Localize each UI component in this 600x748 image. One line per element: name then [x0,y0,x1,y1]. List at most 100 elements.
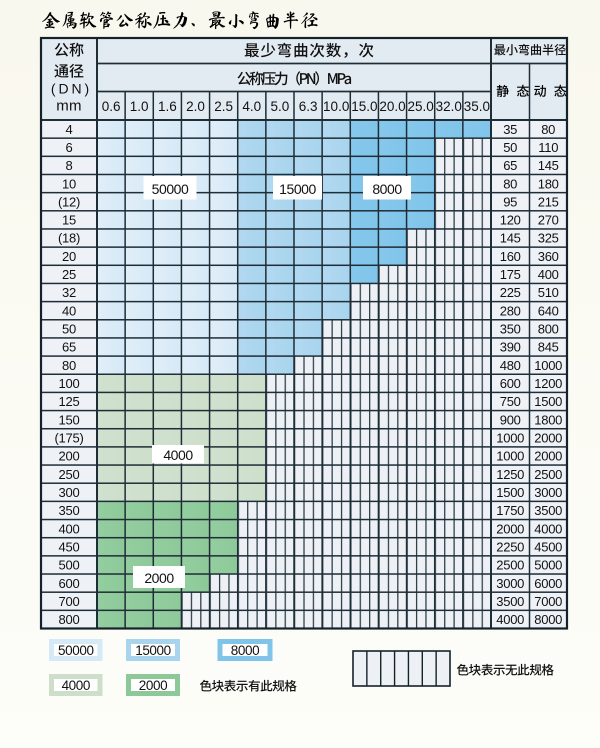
svg-text:15.0: 15.0 [351,99,377,114]
svg-text:215: 215 [538,194,559,209]
svg-text:2250: 2250 [496,540,524,555]
svg-text:15000: 15000 [135,643,171,658]
svg-text:390: 390 [500,340,521,355]
svg-text:4000: 4000 [163,447,193,463]
svg-text:80: 80 [541,122,555,137]
svg-text:35.0: 35.0 [464,99,490,114]
svg-text:2000: 2000 [144,570,174,586]
svg-text:65: 65 [503,158,517,173]
svg-text:50000: 50000 [58,643,94,658]
svg-text:3500: 3500 [534,503,562,518]
svg-text:510: 510 [538,285,559,300]
svg-text:35: 35 [503,122,517,137]
svg-text:145: 145 [538,158,559,173]
svg-text:100: 100 [59,376,80,391]
svg-text:25.0: 25.0 [407,99,433,114]
svg-text:750: 750 [500,394,521,409]
svg-text:250: 250 [59,467,80,482]
svg-text:600: 600 [59,576,80,591]
svg-text:1.0: 1.0 [130,99,149,114]
svg-text:200: 200 [59,449,80,464]
svg-text:600: 600 [500,376,521,391]
svg-text:1200: 1200 [534,376,562,391]
svg-text:32.0: 32.0 [436,99,462,114]
svg-text:50000: 50000 [152,181,189,197]
svg-text:8: 8 [66,158,73,173]
svg-text:150: 150 [59,412,80,427]
svg-text:2000: 2000 [496,521,524,536]
svg-text:mm: mm [56,97,82,114]
svg-text:110: 110 [538,140,558,155]
svg-text:25: 25 [62,267,76,282]
svg-text:3500: 3500 [496,594,524,609]
svg-text:160: 160 [500,249,521,264]
svg-text:80: 80 [503,176,517,191]
svg-text:500: 500 [59,558,80,573]
svg-text:145: 145 [500,231,521,246]
svg-text:480: 480 [500,358,521,373]
svg-text:7000: 7000 [534,594,562,609]
svg-text:6: 6 [66,140,73,155]
svg-text:15: 15 [62,213,76,228]
svg-text:450: 450 [59,540,80,555]
svg-text:8000: 8000 [534,612,562,627]
svg-text:845: 845 [538,340,559,355]
svg-text:8000: 8000 [231,643,259,658]
svg-text:4: 4 [66,122,73,137]
svg-text:4.0: 4.0 [242,99,261,114]
svg-text:360: 360 [538,249,559,264]
svg-text:3000: 3000 [496,576,524,591]
svg-text:10.0: 10.0 [323,99,349,114]
svg-text:800: 800 [59,612,80,627]
svg-text:0.6: 0.6 [102,99,121,114]
svg-text:225: 225 [500,285,521,300]
svg-text:1500: 1500 [534,394,562,409]
svg-text:15000: 15000 [279,181,316,197]
svg-text:(DN): (DN) [51,81,92,97]
svg-text:4500: 4500 [534,540,562,555]
svg-text:800: 800 [538,322,559,337]
svg-text:350: 350 [59,503,80,518]
svg-text:2.0: 2.0 [186,99,205,114]
svg-text:20: 20 [62,249,76,264]
svg-text:(12): (12) [58,194,80,209]
svg-text:50: 50 [62,322,76,337]
svg-text:1000: 1000 [534,358,562,373]
svg-text:(18): (18) [58,231,80,246]
svg-text:125: 125 [59,394,80,409]
svg-text:400: 400 [538,267,559,282]
svg-text:4000: 4000 [534,521,562,536]
svg-text:2500: 2500 [496,558,524,573]
svg-text:40: 40 [62,303,76,318]
svg-text:4000: 4000 [62,678,90,693]
svg-text:32: 32 [62,285,76,300]
svg-text:280: 280 [500,303,521,318]
svg-text:80: 80 [62,358,76,373]
svg-text:1250: 1250 [496,467,524,482]
svg-text:5000: 5000 [534,558,562,573]
svg-text:270: 270 [538,213,559,228]
svg-text:1000: 1000 [496,449,524,464]
svg-text:(175): (175) [54,431,83,446]
svg-text:1750: 1750 [496,503,524,518]
svg-text:700: 700 [59,594,80,609]
svg-text:10: 10 [62,176,76,191]
svg-text:175: 175 [500,267,521,282]
svg-text:1.6: 1.6 [158,99,177,114]
svg-text:8000: 8000 [372,181,402,197]
svg-text:300: 300 [59,485,80,500]
svg-text:6000: 6000 [534,576,562,591]
svg-text:1500: 1500 [496,485,524,500]
svg-text:6.3: 6.3 [299,99,318,114]
svg-text:2000: 2000 [534,449,562,464]
svg-text:350: 350 [500,322,521,337]
svg-text:50: 50 [503,140,517,155]
svg-text:640: 640 [538,303,559,318]
svg-text:2.5: 2.5 [214,99,233,114]
svg-text:900: 900 [500,412,521,427]
svg-text:20.0: 20.0 [379,99,405,114]
svg-text:400: 400 [59,521,80,536]
svg-text:4000: 4000 [496,612,524,627]
svg-text:325: 325 [538,231,559,246]
svg-text:65: 65 [62,340,76,355]
